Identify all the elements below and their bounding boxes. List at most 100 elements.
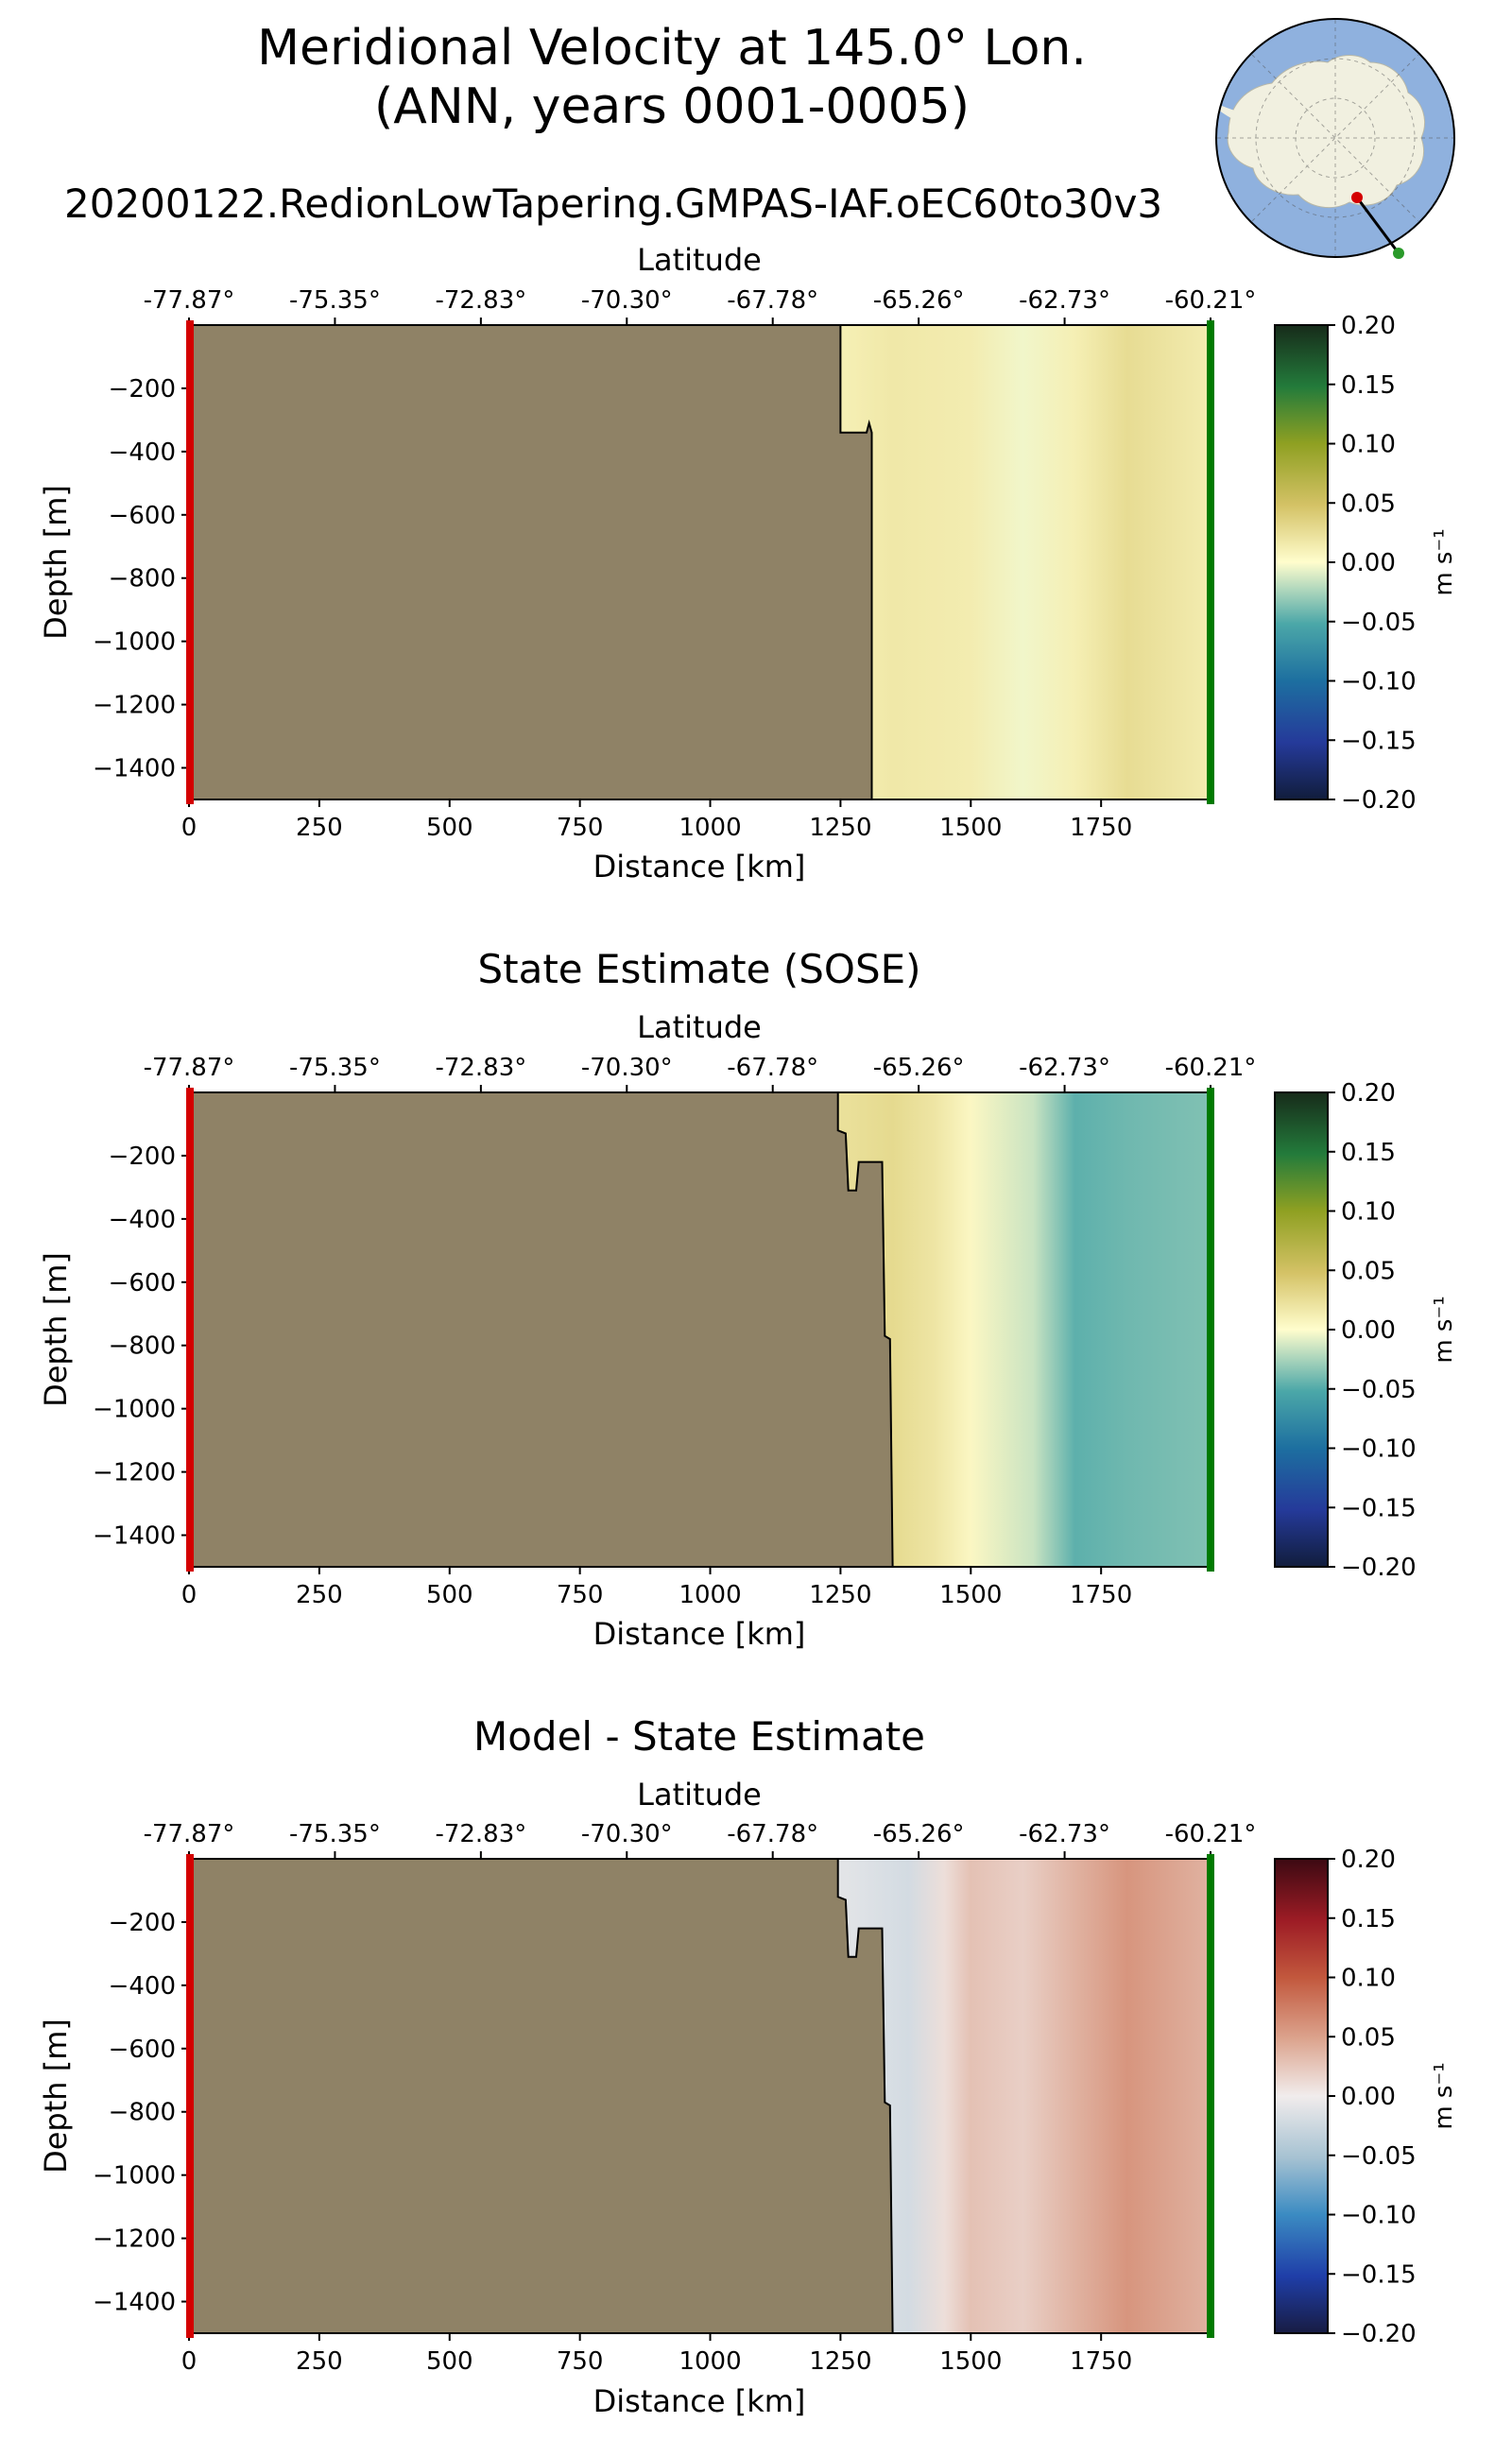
x-tick-label: 1750 [1070,2347,1132,2376]
lat-tick-label: -60.21° [1165,286,1257,315]
y-tick-label: −200 [109,375,176,404]
y-tick-label: −1000 [93,1396,176,1424]
x-tick-label: 1500 [939,2347,1002,2376]
y-tick-label: −600 [109,502,176,530]
transect-end-bar-difference [1207,1854,1214,2338]
transect-end-bar-model [1207,320,1214,804]
y-tick-label: −1400 [93,2289,176,2317]
y-tick-label: −1200 [93,2225,176,2254]
x-ticks-sose: 0 250 500 750 1000 1250 1500 1750 [181,1567,1132,1609]
x-tick-label: 750 [557,1581,604,1609]
transect-start-bar-difference [186,1854,194,2338]
map-border [1215,18,1455,258]
lat-tick-label: -65.26° [873,1820,965,1848]
lat-tick-label: -75.35° [289,1820,381,1848]
y-tick-label: −400 [109,1206,176,1234]
xlabel-sose: Distance [km] [593,1616,806,1652]
lat-tick-label: -70.30° [581,1054,673,1082]
lat-tick-label: -62.73° [1019,1054,1110,1082]
x-tick-label: 500 [426,814,473,842]
lat-tick-label: -62.73° [1019,1820,1110,1848]
lat-ticks-sose: -77.87° -75.35° -72.83° -70.30° -67.78° -65.2… [144,1054,1257,1092]
x-tick-label: 1250 [809,814,871,842]
colorbar-difference: 0.20 0.15 0.10 0.05 0.00 −0.05 −0.10 −0.15 −0.20… [1274,1846,1458,2348]
x-tick-label: 250 [296,1581,343,1609]
transect-end-marker [1393,248,1404,259]
lat-tick-label: -77.87° [144,286,235,315]
xlabel-model: Distance [km] [593,849,806,885]
x-tick-label: 250 [296,814,343,842]
top-axis-label-model: Latitude [637,242,762,278]
colorbar-tick-label: −0.20 [1341,786,1417,815]
x-tick-label: 1000 [679,814,741,842]
colorbar-tick-label: −0.20 [1341,2320,1417,2348]
colorbar-tick-label: 0.05 [1341,490,1396,518]
lat-tick-label: -70.30° [581,286,673,315]
x-tick-label: 1500 [939,814,1002,842]
colorbar-tick-label: −0.10 [1341,2202,1417,2230]
transect-start-bar-sose [186,1088,194,1572]
colorbar-tick-label: 0.05 [1341,1257,1396,1285]
lat-tick-label: -75.35° [289,1054,381,1082]
y-tick-label: −1400 [93,1522,176,1551]
lat-tick-label: -60.21° [1165,1054,1257,1082]
y-tick-label: −1000 [93,628,176,657]
y-tick-label: −200 [109,1909,176,1937]
colorbar-tick-label: 0.20 [1341,1079,1396,1108]
x-tick-label: 500 [426,2347,473,2376]
colorbar-tick-label: −0.15 [1341,1494,1417,1522]
lat-tick-label: -77.87° [144,1820,235,1848]
top-axis-label-sose: Latitude [637,1009,762,1045]
lat-tick-label: -67.78° [727,1820,818,1848]
colorbar-tick-label: −0.10 [1341,1435,1417,1464]
land-difference [188,1858,894,2334]
y-tick-label: −400 [109,438,176,467]
figure-title-line1: Meridional Velocity at 145.0° Lon. [257,20,1087,77]
panel-model: 0 250 500 750 1000 1250 1500 1750 −200−400−600−… [38,242,1458,885]
lat-ticks-model: -77.87° -75.35° -72.83° -70.30° -67.78° -65.2… [144,286,1257,325]
x-tick-label: 1000 [679,1581,741,1609]
colorbar-tick-label: 0.10 [1341,1198,1396,1227]
lat-tick-label: -72.83° [435,286,526,315]
lat-tick-label: -60.21° [1165,1820,1257,1848]
x-ticks-model: 0 250 500 750 1000 1250 1500 1750 [181,799,1132,842]
colorbar-tick-label: 0.15 [1341,371,1396,400]
lat-tick-label: -72.83° [435,1820,526,1848]
x-tick-label: 1750 [1070,814,1132,842]
colorbar-label-sose: m s⁻¹ [1430,1296,1458,1363]
transect-line [1355,197,1400,254]
ylabel-model: Depth [m] [38,485,74,640]
lat-ticks-difference: -77.87° -75.35° -72.83° -70.30° -67.78° -65.2… [144,1820,1257,1859]
x-tick-label: 1500 [939,1581,1002,1609]
x-ticks-difference: 0 250 500 750 1000 1250 1500 1750 [181,2333,1132,2376]
xlabel-difference: Distance [km] [593,2383,806,2419]
colorbar-tick-label: −0.20 [1341,1554,1417,1582]
colorbar-tick-label: 0.20 [1341,312,1396,340]
lat-tick-label: -67.78° [727,1054,818,1082]
y-tick-label: −400 [109,1972,176,2001]
colorbar-model: 0.20 0.15 0.10 0.05 0.00 −0.05 −0.10 −0.15 −0.20… [1274,312,1458,815]
inset-polar-map [1215,18,1455,259]
x-tick-label: 750 [557,2347,604,2376]
y-tick-label: −600 [109,1269,176,1297]
colorbar-tick-label: −0.05 [1341,609,1417,637]
figure-title-line2: (ANN, years 0001-0005) [374,78,970,135]
colorbar-bar-model [1274,324,1329,800]
panel-title-difference: Model - State Estimate [473,1713,925,1760]
x-tick-label: 1750 [1070,1581,1132,1609]
colorbar-ticks-model: 0.20 0.15 0.10 0.05 0.00 −0.05 −0.10 −0.15 −0.20 [1328,312,1417,815]
x-tick-label: 0 [181,2347,198,2376]
x-tick-label: 1250 [809,2347,871,2376]
colorbar-ticks-sose: 0.20 0.15 0.10 0.05 0.00 −0.05 −0.10 −0.15 −0.20 [1328,1079,1417,1582]
top-axis-label-difference: Latitude [637,1777,762,1813]
colorbar-tick-label: −0.15 [1341,727,1417,755]
land-sose [188,1091,894,1568]
lat-tick-label: -65.26° [873,1054,965,1082]
colorbar-tick-label: 0.15 [1341,1139,1396,1167]
colorbar-tick-label: −0.05 [1341,2142,1417,2171]
ylabel-difference: Depth [m] [38,2019,74,2174]
lat-tick-label: -62.73° [1019,286,1110,315]
x-tick-label: 250 [296,2347,343,2376]
lat-tick-label: -70.30° [581,1820,673,1848]
